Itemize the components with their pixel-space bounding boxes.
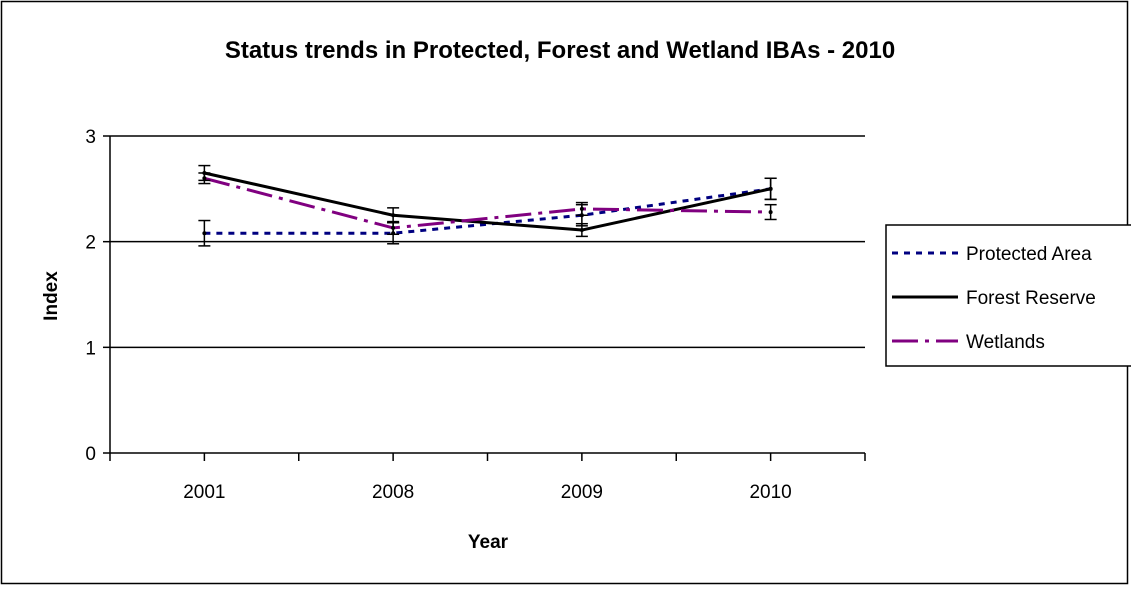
gridlines <box>110 135 865 349</box>
data-point <box>768 210 773 215</box>
legend: Protected Area Forest Reserve Wetlands <box>885 224 1131 367</box>
data-point <box>579 228 584 233</box>
series-line-2 <box>203 176 771 230</box>
series-line-1 <box>204 171 771 232</box>
y-tick-label: 1 <box>85 338 96 359</box>
chart-title: Status trends in Protected, Forest and W… <box>225 37 895 64</box>
y-tick-label: 3 <box>85 127 96 148</box>
data-point <box>391 225 396 230</box>
data-point <box>391 213 396 218</box>
series-lines <box>203 171 771 235</box>
data-point <box>202 231 207 236</box>
x-tick-label: 2010 <box>749 482 791 503</box>
x-tick-label: 2009 <box>561 482 603 503</box>
data-point <box>202 176 207 181</box>
legend-label-0: Protected Area <box>966 244 1092 265</box>
y-tick-label: 2 <box>85 233 96 254</box>
legend-label-2: Wetlands <box>966 332 1045 353</box>
y-axis-title: Index <box>41 271 62 321</box>
data-point <box>579 206 584 211</box>
series-line-0 <box>204 187 771 235</box>
axes: 0 1 2 3 2001 2008 2009 2010 <box>85 127 866 503</box>
legend-label-1: Forest Reserve <box>966 288 1096 309</box>
x-tick-label: 2008 <box>372 482 414 503</box>
error-bars <box>198 164 777 247</box>
y-tick-label: 0 <box>85 444 96 465</box>
x-axis-title: Year <box>468 532 509 553</box>
x-tick-label: 2001 <box>183 482 225 503</box>
data-point <box>768 186 773 191</box>
